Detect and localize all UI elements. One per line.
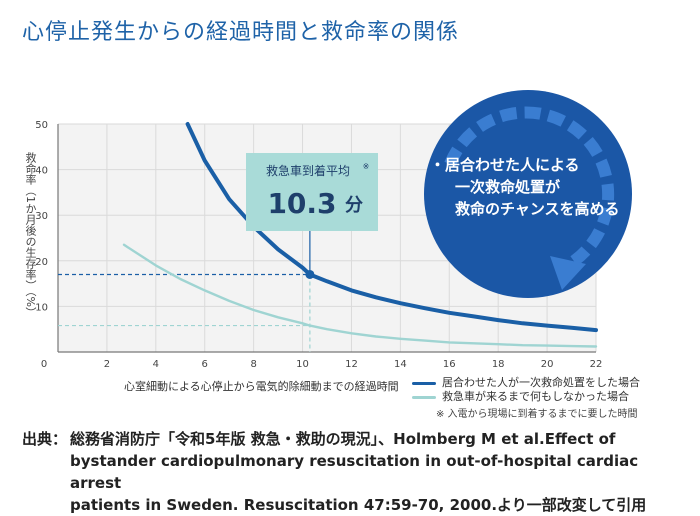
source-line-1: 出典： 総務省消防庁「令和5年版 救急・救助の現況」、Holmberg M et …	[22, 428, 692, 450]
x-tick-label: 16	[443, 359, 456, 370]
marker-point	[305, 269, 315, 279]
bubble-arrow-head	[550, 256, 586, 290]
bubble-arrow-arc	[444, 106, 615, 276]
x-tick-label: 6	[202, 359, 208, 370]
source-text-1: 総務省消防庁「令和5年版 救急・救助の現況」、Holmberg M et al.…	[70, 430, 616, 448]
callout-value: 10.3	[267, 187, 336, 220]
callout-superscript: ※	[363, 162, 370, 171]
x-tick-label: 10	[296, 359, 309, 370]
bubble-text-line: ・居合わせた人による	[430, 156, 580, 174]
x-tick-label: 22	[590, 359, 603, 370]
source-lead: 出典：	[22, 430, 68, 448]
y-axis-label: 救命率（1か月後の生存率）（%）	[24, 152, 37, 318]
legend-swatch-nothing	[412, 395, 436, 399]
legend-label-nothing: 救急車が来るまで何もしなかった場合	[442, 390, 629, 403]
legend-item-bystander: 居合わせた人が一次救命処置をした場合	[412, 376, 640, 390]
source-citation: 出典： 総務省消防庁「令和5年版 救急・救助の現況」、Holmberg M et …	[22, 428, 692, 516]
x-tick-label: 4	[153, 359, 159, 370]
chart-canvas: 10 20 30 40 50 0 2 4 6 8 10 12 14 16 18 20 22 ・居合わせた人による一…	[35, 90, 632, 370]
x-tick-label: 0	[41, 359, 47, 370]
callout-unit: 分	[345, 195, 363, 216]
x-axis-label: 心室細動による心停止から電気的除細動までの経過時間	[124, 380, 399, 393]
bubble-circle	[424, 90, 632, 298]
bubble-text-line: 一次救命処置が	[455, 178, 561, 196]
chart-title: 心停止発生からの経過時間と救命率の関係	[22, 20, 460, 45]
bubble-text-line: 救命のチャンスを高める	[455, 200, 620, 218]
series-line-nothing	[122, 243, 598, 348]
x-tick-label: 12	[345, 359, 358, 370]
source-line-2: bystander cardiopulmonary resuscitation …	[70, 452, 639, 492]
x-tick-label: 2	[104, 359, 110, 370]
x-tick-label: 14	[394, 359, 407, 370]
y-tick-label: 10	[35, 302, 48, 313]
footnote: ※ 入電から現場に到着するまでに要した時間	[436, 409, 638, 420]
source-line-3: patients in Sweden. Resuscitation 47:59-…	[70, 496, 647, 514]
y-tick-label: 50	[35, 120, 48, 131]
callout-box	[246, 153, 378, 231]
legend-label-bystander: 居合わせた人が一次救命処置をした場合	[442, 376, 640, 389]
y-tick-label: 30	[35, 211, 48, 222]
legend: 居合わせた人が一次救命処置をした場合 救急車が来るまで何もしなかった場合	[412, 376, 640, 404]
legend-swatch-bystander	[412, 381, 436, 385]
callout-label: 救急車到着平均	[266, 163, 350, 178]
y-tick-label: 40	[35, 166, 48, 177]
y-tick-label: 20	[35, 257, 48, 268]
x-tick-label: 18	[492, 359, 505, 370]
x-tick-label: 20	[541, 359, 554, 370]
legend-item-nothing: 救急車が来るまで何もしなかった場合	[412, 390, 640, 404]
x-tick-label: 8	[250, 359, 256, 370]
